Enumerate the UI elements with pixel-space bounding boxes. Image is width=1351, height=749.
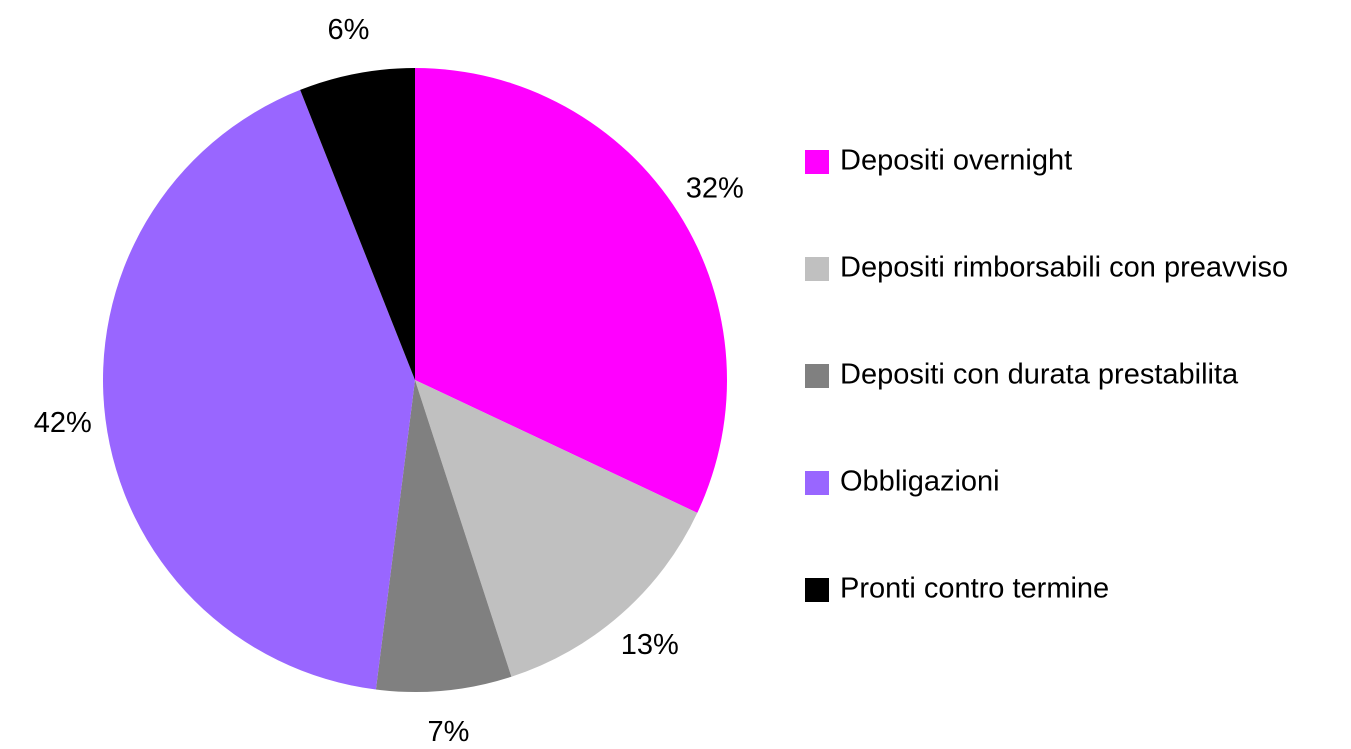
pie-slice	[375, 380, 512, 692]
legend-swatch	[805, 578, 829, 602]
data-label: 13%	[621, 629, 679, 661]
pie-slice	[102, 89, 415, 690]
pie-slice	[415, 68, 727, 513]
legend-swatch	[805, 471, 829, 495]
legend-swatch	[805, 257, 829, 281]
data-label: 7%	[427, 716, 469, 748]
data-label: 32%	[686, 172, 744, 204]
legend-swatch	[805, 364, 829, 388]
pie-slice	[415, 380, 698, 677]
legend-label: Pronti contro termine	[840, 573, 1109, 605]
data-label: 6%	[328, 14, 370, 46]
legend-label: Depositi overnight	[840, 145, 1072, 177]
legend-label: Depositi con durata prestabilita	[840, 359, 1239, 391]
data-label: 42%	[34, 407, 92, 439]
legend-label: Depositi rimborsabili con preavviso	[840, 252, 1288, 284]
pie-slice	[300, 68, 415, 380]
legend-swatch	[805, 150, 829, 174]
legend-label: Obbligazioni	[840, 466, 1000, 498]
